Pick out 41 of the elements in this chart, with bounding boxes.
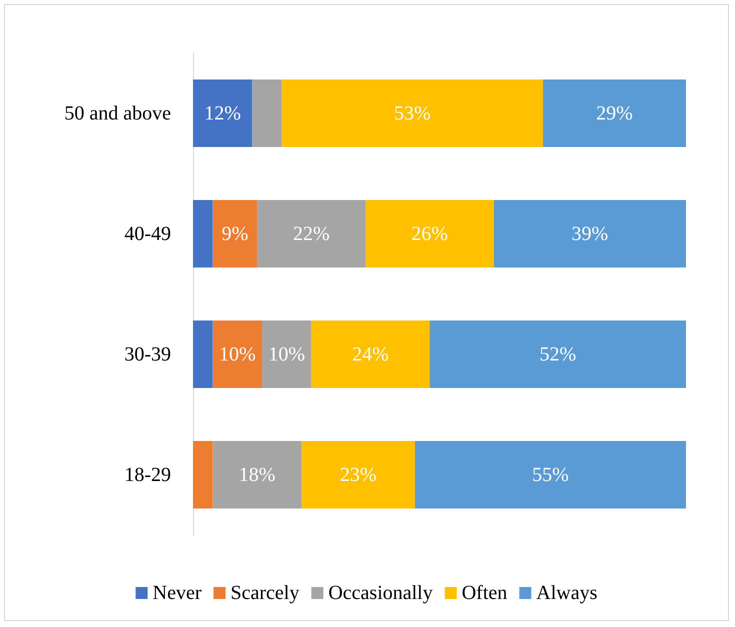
bar [543, 80, 686, 147]
data-label: 52% [539, 343, 576, 366]
legend-label: Always [536, 582, 598, 604]
y-tick-label: 50 and above [64, 102, 172, 124]
data-label: 22% [292, 222, 330, 245]
bar [252, 80, 282, 147]
data-label: 10% [219, 343, 256, 366]
data-label: 39% [572, 222, 608, 245]
bar [193, 80, 252, 147]
legend-label: Scarcely [230, 582, 300, 604]
legend-label: Never [152, 582, 202, 604]
bar [311, 320, 430, 388]
bar [257, 200, 366, 268]
bar [193, 441, 213, 508]
bar [212, 320, 262, 388]
data-label: 10% [268, 343, 306, 366]
y-tick-label: 30-39 [124, 343, 171, 366]
data-label: 55% [532, 464, 569, 486]
y-tick-label: 18-29 [124, 464, 171, 486]
bar [494, 200, 686, 268]
data-label: 23% [340, 464, 376, 486]
data-label: 29% [596, 102, 633, 124]
data-label: 12% [204, 102, 241, 124]
bar [366, 200, 494, 268]
legend-label: Occasionally [328, 582, 433, 604]
bar [430, 320, 686, 388]
bar [301, 441, 415, 508]
bar [212, 441, 302, 508]
data-label: 9% [222, 222, 248, 245]
data-label: 53% [394, 102, 431, 124]
data-label: 24% [352, 343, 389, 366]
bar [193, 200, 213, 268]
y-tick-label: 40-49 [124, 222, 171, 245]
bar [212, 200, 258, 268]
bar [262, 320, 312, 388]
data-label: 26% [411, 222, 448, 245]
bar [414, 441, 686, 508]
legend-label: Often [462, 582, 508, 604]
bar [193, 320, 213, 388]
bar [282, 80, 544, 147]
data-label: 18% [238, 464, 276, 486]
